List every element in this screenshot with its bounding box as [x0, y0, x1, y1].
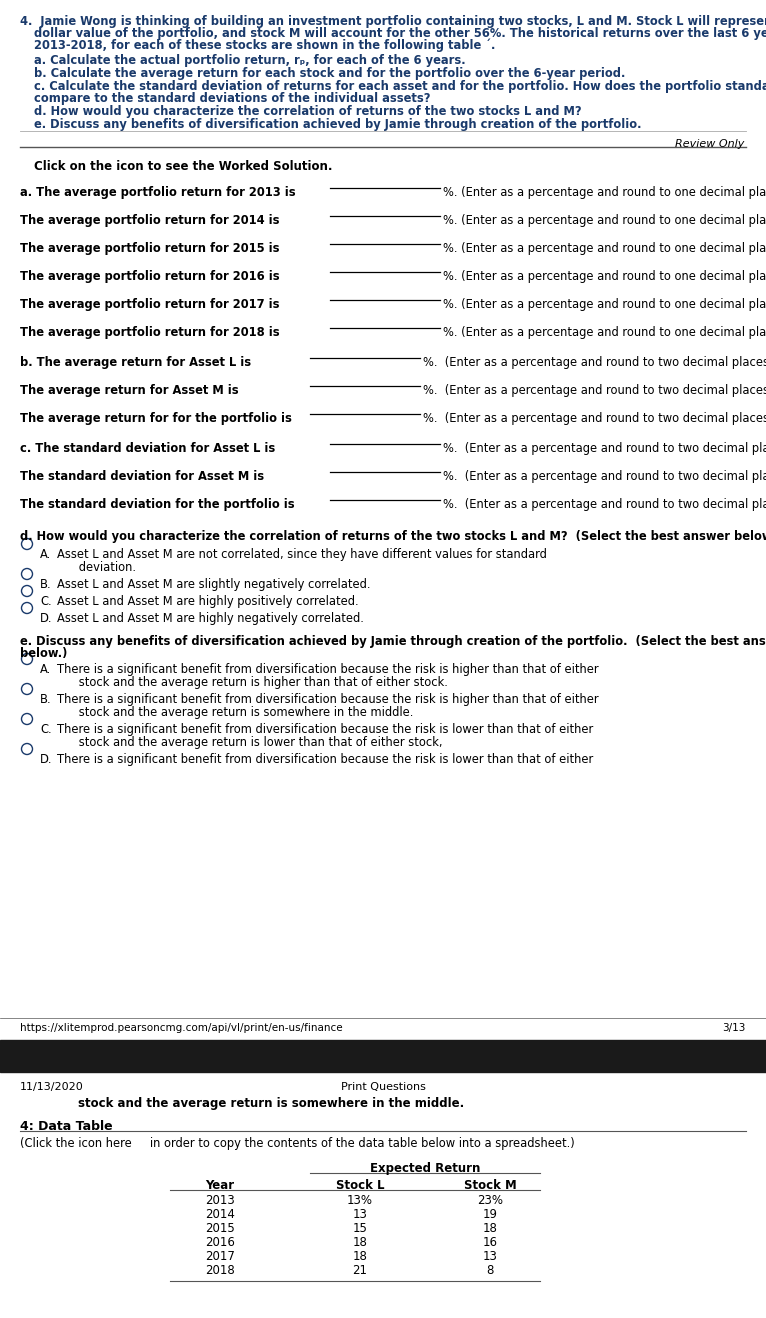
Text: 4: Data Table: 4: Data Table — [20, 1120, 113, 1133]
Text: 23%: 23% — [477, 1194, 503, 1207]
Text: deviation.: deviation. — [57, 561, 136, 575]
Text: stock and the average return is higher than that of either stock.: stock and the average return is higher t… — [57, 676, 448, 689]
Text: %.  (Enter as a percentage and round to two decimal places.): %. (Enter as a percentage and round to t… — [423, 413, 766, 424]
Text: D.: D. — [40, 612, 53, 625]
Text: 2017: 2017 — [205, 1249, 235, 1263]
Text: compare to the standard deviations of the individual assets?: compare to the standard deviations of th… — [34, 92, 430, 105]
Text: 13: 13 — [352, 1209, 368, 1220]
Text: stock and the average return is somewhere in the middle.: stock and the average return is somewher… — [78, 1097, 464, 1110]
Text: 19: 19 — [483, 1209, 497, 1220]
Text: %. (Enter as a percentage and round to one decimal place.): %. (Enter as a percentage and round to o… — [443, 186, 766, 199]
Text: e. Discuss any benefits of diversification achieved by Jamie through creation of: e. Discuss any benefits of diversificati… — [34, 119, 641, 130]
Text: Expected Return: Expected Return — [370, 1162, 480, 1176]
Text: b. The average return for Asset L is: b. The average return for Asset L is — [20, 356, 251, 369]
Text: 3/13: 3/13 — [722, 1023, 746, 1033]
Text: C.: C. — [40, 724, 51, 735]
Text: stock and the average return is lower than that of either stock,: stock and the average return is lower th… — [57, 735, 443, 749]
Text: 2015: 2015 — [205, 1222, 235, 1235]
Text: The standard deviation for Asset M is: The standard deviation for Asset M is — [20, 471, 264, 482]
Text: 2016: 2016 — [205, 1236, 235, 1249]
Text: %. (Enter as a percentage and round to one decimal place.): %. (Enter as a percentage and round to o… — [443, 270, 766, 283]
Text: %. (Enter as a percentage and round to one decimal place.): %. (Enter as a percentage and round to o… — [443, 326, 766, 339]
Text: The average portfolio return for 2018 is: The average portfolio return for 2018 is — [20, 326, 280, 339]
Text: There is a significant benefit from diversification because the risk is lower th: There is a significant benefit from dive… — [57, 724, 593, 735]
Text: A.: A. — [40, 548, 51, 561]
Text: Click on the icon to see the Worked Solution.: Click on the icon to see the Worked Solu… — [34, 159, 332, 173]
Text: Asset L and Asset M are highly positively correlated.: Asset L and Asset M are highly positivel… — [57, 594, 358, 608]
Text: a. Calculate the actual portfolio return, rₚ, for each of the 6 years.: a. Calculate the actual portfolio return… — [34, 54, 466, 67]
Text: There is a significant benefit from diversification because the risk is lower th: There is a significant benefit from dive… — [57, 753, 593, 766]
Text: %. (Enter as a percentage and round to one decimal place.): %. (Enter as a percentage and round to o… — [443, 298, 766, 311]
Text: stock and the average return is somewhere in the middle.: stock and the average return is somewher… — [57, 706, 414, 720]
Text: https://xlitemprod.pearsoncmg.com/api/vl/print/en-us/finance: https://xlitemprod.pearsoncmg.com/api/vl… — [20, 1023, 342, 1033]
Text: 4.  Jamie Wong is thinking of building an investment portfolio containing two st: 4. Jamie Wong is thinking of building an… — [20, 14, 766, 28]
Text: 18: 18 — [352, 1249, 368, 1263]
Text: 2014: 2014 — [205, 1209, 235, 1220]
Text: D.: D. — [40, 753, 53, 766]
Text: %.  (Enter as a percentage and round to two decimal places.): %. (Enter as a percentage and round to t… — [423, 356, 766, 369]
Text: c. The standard deviation for Asset L is: c. The standard deviation for Asset L is — [20, 442, 275, 455]
Text: 18: 18 — [483, 1222, 497, 1235]
Text: There is a significant benefit from diversification because the risk is higher t: There is a significant benefit from dive… — [57, 693, 598, 706]
Text: Asset L and Asset M are not correlated, since they have different values for sta: Asset L and Asset M are not correlated, … — [57, 548, 547, 561]
Text: The average portfolio return for 2014 is: The average portfolio return for 2014 is — [20, 214, 280, 227]
Text: Asset L and Asset M are highly negatively correlated.: Asset L and Asset M are highly negativel… — [57, 612, 364, 625]
Text: Stock L: Stock L — [336, 1180, 385, 1191]
Text: The average return for Asset M is: The average return for Asset M is — [20, 384, 239, 397]
Text: A.: A. — [40, 663, 51, 676]
Text: B.: B. — [40, 693, 51, 706]
Text: 16: 16 — [483, 1236, 497, 1249]
Text: c. Calculate the standard deviation of returns for each asset and for the portfo: c. Calculate the standard deviation of r… — [34, 80, 766, 94]
Text: 18: 18 — [352, 1236, 368, 1249]
Text: The average portfolio return for 2015 is: The average portfolio return for 2015 is — [20, 243, 280, 254]
Text: Asset L and Asset M are slightly negatively correlated.: Asset L and Asset M are slightly negativ… — [57, 579, 371, 590]
Text: a. The average portfolio return for 2013 is: a. The average portfolio return for 2013… — [20, 186, 296, 199]
Text: %.  (Enter as a percentage and round to two decimal places.): %. (Enter as a percentage and round to t… — [443, 442, 766, 455]
Text: The average return for for the portfolio is: The average return for for the portfolio… — [20, 413, 292, 424]
Text: (Click the icon here     in order to copy the contents of the data table below i: (Click the icon here in order to copy th… — [20, 1137, 574, 1151]
Text: 8: 8 — [486, 1264, 494, 1277]
Text: b. Calculate the average return for each stock and for the portfolio over the 6-: b. Calculate the average return for each… — [34, 67, 625, 80]
Text: Stock M: Stock M — [463, 1180, 516, 1191]
Text: e. Discuss any benefits of diversification achieved by Jamie through creation of: e. Discuss any benefits of diversificati… — [20, 635, 766, 648]
Text: Review Only: Review Only — [675, 138, 744, 149]
Text: %.  (Enter as a percentage and round to two decimal places.): %. (Enter as a percentage and round to t… — [443, 471, 766, 482]
Text: 13: 13 — [483, 1249, 497, 1263]
Text: 2018: 2018 — [205, 1264, 235, 1277]
Text: 11/13/2020: 11/13/2020 — [20, 1082, 83, 1093]
Text: dollar value of the portfolio, and stock M will account for the other 56%. The h: dollar value of the portfolio, and stock… — [34, 26, 766, 40]
Text: C.: C. — [40, 594, 51, 608]
Text: 2013-2018, for each of these stocks are shown in the following table ´.: 2013-2018, for each of these stocks are … — [34, 40, 496, 53]
Text: %.  (Enter as a percentage and round to two decimal places.): %. (Enter as a percentage and round to t… — [443, 498, 766, 511]
Text: The average portfolio return for 2017 is: The average portfolio return for 2017 is — [20, 298, 280, 311]
Text: below.): below.) — [20, 647, 67, 660]
Text: Print Questions: Print Questions — [341, 1082, 425, 1093]
Text: %. (Enter as a percentage and round to one decimal place.): %. (Enter as a percentage and round to o… — [443, 243, 766, 254]
Text: d. How would you characterize the correlation of returns of the two stocks L and: d. How would you characterize the correl… — [20, 530, 766, 543]
Text: 2013: 2013 — [205, 1194, 235, 1207]
Text: Year: Year — [205, 1180, 234, 1191]
Bar — [0, 1040, 766, 1072]
Text: %.  (Enter as a percentage and round to two decimal places.): %. (Enter as a percentage and round to t… — [423, 384, 766, 397]
Text: The average portfolio return for 2016 is: The average portfolio return for 2016 is — [20, 270, 280, 283]
Text: 21: 21 — [352, 1264, 368, 1277]
Text: 13%: 13% — [347, 1194, 373, 1207]
Text: 15: 15 — [352, 1222, 368, 1235]
Text: B.: B. — [40, 579, 51, 590]
Text: d. How would you characterize the correlation of returns of the two stocks L and: d. How would you characterize the correl… — [34, 105, 581, 119]
Text: %. (Enter as a percentage and round to one decimal place.): %. (Enter as a percentage and round to o… — [443, 214, 766, 227]
Text: The standard deviation for the portfolio is: The standard deviation for the portfolio… — [20, 498, 295, 511]
Text: There is a significant benefit from diversification because the risk is higher t: There is a significant benefit from dive… — [57, 663, 598, 676]
